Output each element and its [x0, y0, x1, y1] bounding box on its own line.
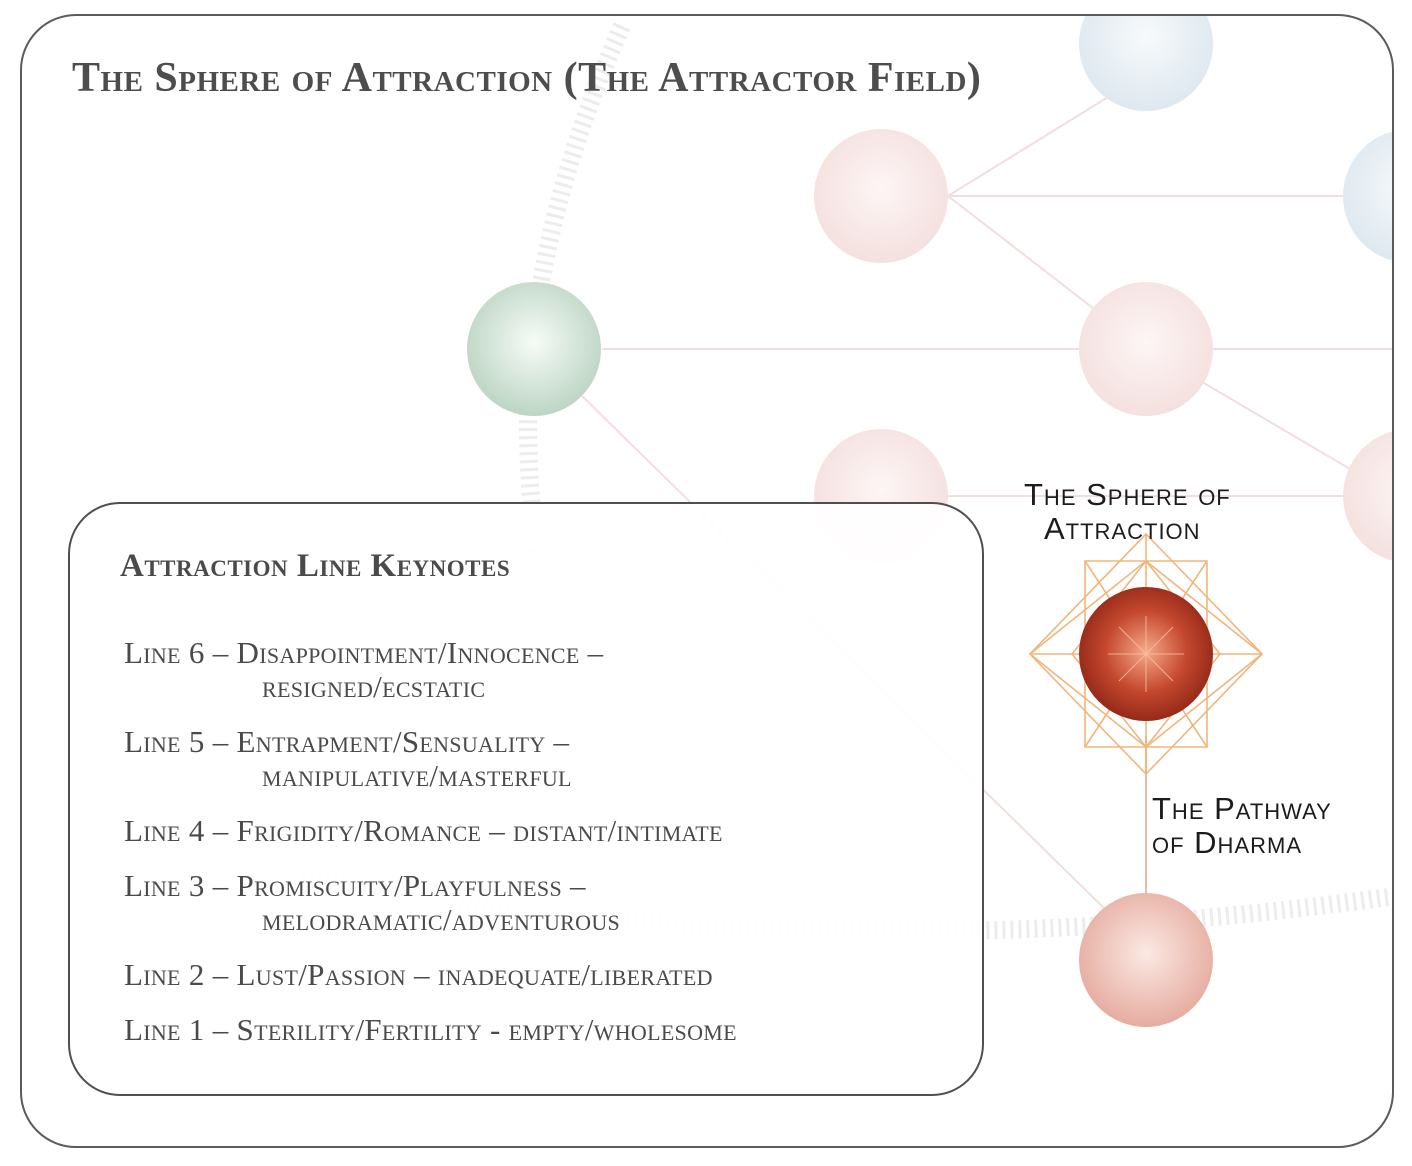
- keynotes-list: Line 6 – Disappointment/Innocence – resi…: [124, 636, 737, 1068]
- sphere-blue-top: [1079, 16, 1213, 111]
- list-item: Line 6 – Disappointment/Innocence – resi…: [124, 636, 737, 704]
- page-title: The Sphere of Attraction (The Attractor …: [72, 55, 982, 101]
- keynotes-heading: Attraction Line Keynotes: [120, 548, 511, 584]
- line-3-head: Line 3 – Promiscuity/Playfulness –: [124, 868, 586, 903]
- line-6-head: Line 6 – Disappointment/Innocence –: [124, 635, 604, 670]
- pathway-of-dharma-label: The Pathway of Dharma: [1152, 792, 1332, 860]
- line-1-head: Line 1 – Sterility/Fertility - empty/who…: [124, 1012, 737, 1047]
- sphere-pink-top: [814, 129, 948, 263]
- line-4-head: Line 4 – Frigidity/Romance – distant/int…: [124, 813, 723, 848]
- pathway-label-line-2: of Dharma: [1152, 825, 1302, 860]
- sphere-of-attraction-label: The Sphere of Attraction: [1024, 478, 1231, 546]
- sphere-pathway-of-dharma: [1079, 893, 1213, 1027]
- line-6-tail: resigned/ecstatic: [262, 669, 486, 704]
- pathway-label-line-1: The Pathway: [1152, 791, 1332, 826]
- list-item: Line 3 – Promiscuity/Playfulness – melod…: [124, 869, 737, 937]
- list-item: Line 4 – Frigidity/Romance – distant/int…: [124, 814, 737, 848]
- sphere-starburst: [1108, 616, 1184, 692]
- sphere-label-line-1: The Sphere of: [1024, 477, 1231, 512]
- list-item: Line 1 – Sterility/Fertility - empty/who…: [124, 1013, 737, 1047]
- keynotes-panel: Attraction Line Keynotes Line 6 – Disapp…: [68, 502, 984, 1096]
- line-5-head: Line 5 – Entrapment/Sensuality –: [124, 724, 570, 759]
- line-5-tail: manipulative/masterful: [262, 758, 572, 793]
- sphere-pink-mid: [1079, 282, 1213, 416]
- list-item: Line 5 – Entrapment/Sensuality – manipul…: [124, 725, 737, 793]
- sphere-blue-right: [1343, 131, 1392, 261]
- sphere-label-line-2: Attraction: [1044, 511, 1201, 546]
- line-3-tail: melodramatic/adventurous: [262, 902, 621, 937]
- sphere-pink-right: [1343, 431, 1392, 561]
- sphere-green: [467, 282, 601, 416]
- diagram-card: The Sphere of Attraction (The Attractor …: [20, 14, 1394, 1148]
- attractor-field-diagram: [300, 16, 1392, 1027]
- list-item: Line 2 – Lust/Passion – inadequate/liber…: [124, 958, 737, 992]
- line-2-head: Line 2 – Lust/Passion – inadequate/liber…: [124, 957, 713, 992]
